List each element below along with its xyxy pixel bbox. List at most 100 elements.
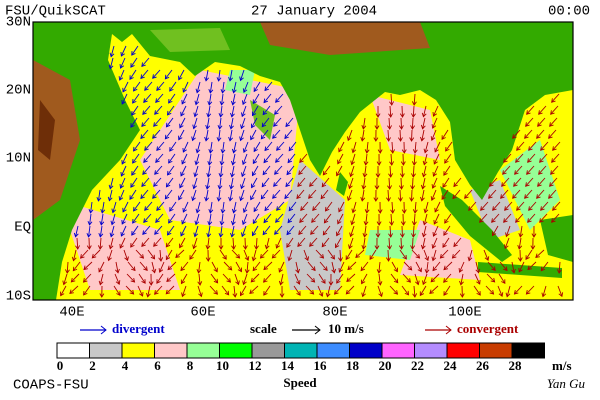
wind-arrow-head bbox=[528, 146, 533, 151]
wind-arrow bbox=[549, 177, 558, 187]
wind-arrow bbox=[421, 129, 425, 141]
wind-arrow bbox=[298, 165, 307, 175]
wind-arrow bbox=[194, 225, 199, 237]
wind-arrow bbox=[169, 201, 177, 212]
wind-arrow bbox=[207, 165, 211, 177]
wind-arrow-head bbox=[139, 254, 145, 259]
wind-arrow-head bbox=[286, 230, 291, 236]
wind-arrow bbox=[156, 81, 165, 91]
wind-arrow bbox=[423, 213, 428, 225]
wind-arrow-head bbox=[264, 244, 270, 250]
wind-arrow-head bbox=[150, 254, 156, 260]
wind-arrow bbox=[346, 273, 356, 282]
wind-arrow-head bbox=[411, 233, 416, 238]
wind-arrow-head bbox=[527, 265, 532, 271]
wind-arrow-head bbox=[349, 172, 354, 178]
wind-arrow bbox=[152, 129, 161, 139]
wind-arrow-head bbox=[252, 266, 258, 272]
color-swatch bbox=[251, 342, 285, 359]
wind-arrow-head bbox=[412, 293, 418, 298]
wind-arrow-head bbox=[539, 158, 544, 163]
wind-arrow-head bbox=[130, 123, 135, 128]
wind-arrow bbox=[205, 189, 209, 201]
wind-arrow bbox=[125, 285, 134, 295]
wind-arrow bbox=[452, 189, 461, 199]
wind-arrow bbox=[388, 117, 391, 130]
wind-arrow-head bbox=[179, 123, 184, 129]
wind-arrow-head bbox=[116, 291, 121, 296]
wind-arrow-head bbox=[373, 197, 379, 202]
wind-arrow bbox=[347, 261, 357, 270]
wind-arrow-head bbox=[421, 232, 427, 238]
wind-arrow bbox=[288, 249, 293, 261]
wind-arrow bbox=[109, 177, 114, 189]
wind-arrow bbox=[504, 201, 513, 211]
wind-arrow bbox=[229, 129, 233, 141]
wind-arrow-head bbox=[108, 244, 114, 250]
wind-arrow bbox=[240, 285, 247, 296]
wind-arrow-head bbox=[434, 147, 439, 153]
wind-arrow-head bbox=[169, 147, 174, 152]
wind-arrow-head bbox=[252, 99, 258, 105]
terrain bbox=[33, 60, 80, 220]
wind-arrow-head bbox=[156, 86, 161, 91]
wind-arrow bbox=[140, 189, 149, 199]
wind-arrow-head bbox=[336, 171, 341, 177]
wind-arrow bbox=[558, 261, 561, 274]
lon-label: 80E bbox=[322, 305, 347, 321]
wind-arrow-head bbox=[262, 170, 268, 176]
wind-arrow-head bbox=[194, 160, 200, 166]
wind-arrow-head bbox=[375, 113, 381, 118]
wind-arrow-head bbox=[515, 218, 520, 223]
wind-arrow-head bbox=[178, 195, 183, 201]
wind-arrow bbox=[252, 249, 257, 261]
wind-arrow-head bbox=[252, 219, 258, 225]
wind-arrow-head bbox=[297, 182, 302, 188]
wind-arrow-head bbox=[548, 194, 553, 199]
wind-arrow-head bbox=[251, 171, 257, 177]
wind-arrow-head bbox=[505, 292, 511, 298]
wind-arrow bbox=[276, 237, 282, 249]
wind-arrow bbox=[311, 213, 320, 223]
terrain bbox=[260, 22, 430, 55]
wind-arrow-head bbox=[70, 277, 76, 283]
wind-arrow bbox=[273, 177, 282, 187]
wind-arrow-head bbox=[411, 101, 417, 106]
wind-arrow bbox=[307, 261, 316, 271]
wind-arrow bbox=[552, 201, 561, 211]
wind-arrow bbox=[76, 237, 79, 250]
wind-arrow-head bbox=[230, 112, 235, 118]
wind-arrow-head bbox=[263, 265, 269, 271]
wind-arrow-head bbox=[259, 254, 265, 259]
wind-arrow bbox=[130, 237, 138, 248]
wind-arrow-head bbox=[321, 182, 327, 188]
wind-arrow-head bbox=[375, 233, 381, 238]
wind-arrow-head bbox=[489, 289, 495, 295]
wind-arrow-head bbox=[389, 161, 394, 166]
wind-arrow bbox=[515, 153, 524, 163]
wind-arrow bbox=[444, 213, 452, 224]
wind-arrow bbox=[60, 285, 67, 296]
wind-arrow-head bbox=[97, 245, 103, 250]
wind-arrow bbox=[272, 129, 281, 139]
wind-arrow-head bbox=[143, 218, 148, 223]
wind-arrow bbox=[151, 261, 156, 273]
wind-arrow bbox=[298, 225, 307, 235]
wind-arrow-head bbox=[205, 184, 211, 190]
wind-arrow-head bbox=[490, 277, 496, 283]
wind-arrow-head bbox=[348, 244, 353, 250]
wind-arrow-head bbox=[165, 242, 171, 248]
wind-arrow bbox=[548, 189, 557, 199]
wind-arrow-head bbox=[235, 253, 241, 259]
wind-arrow-head bbox=[361, 125, 367, 130]
wind-arrow bbox=[253, 201, 261, 212]
wind-arrow-head bbox=[131, 51, 136, 56]
wind-arrow-head bbox=[143, 158, 148, 163]
wind-arrow bbox=[250, 189, 257, 200]
wind-arrow bbox=[179, 117, 186, 128]
wind-arrow-head bbox=[451, 253, 457, 259]
wind-arrow bbox=[540, 201, 549, 211]
wind-arrow bbox=[252, 153, 260, 164]
wind-arrow bbox=[252, 225, 259, 236]
wind-arrow bbox=[413, 153, 416, 166]
